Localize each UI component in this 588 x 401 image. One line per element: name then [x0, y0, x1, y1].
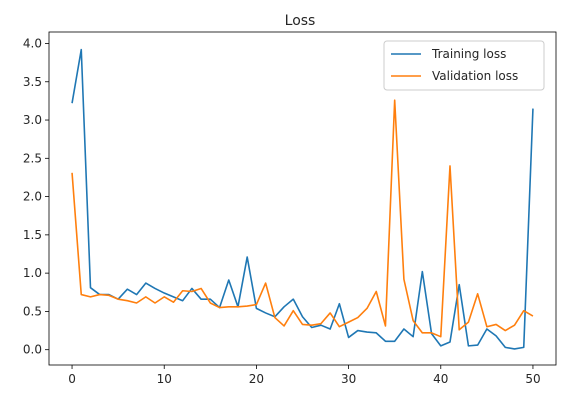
y-tick-label: 2.0: [23, 190, 42, 204]
legend-label-validation: Validation loss: [432, 69, 518, 83]
y-tick-label: 3.0: [23, 113, 42, 127]
legend: Training loss Validation loss: [383, 40, 545, 91]
x-tick-label: 40: [433, 372, 448, 386]
y-tick-label: 0.0: [23, 343, 42, 357]
y-tick-label: 4.0: [23, 36, 42, 50]
plot-area: [71, 48, 534, 350]
x-tick-label: 20: [249, 372, 264, 386]
series-line-0: [71, 48, 534, 350]
y-tick-label: 3.5: [23, 75, 42, 89]
axes-frame: [48, 31, 557, 366]
y-tick-label: 1.5: [23, 228, 42, 242]
chart-title: Loss: [285, 13, 316, 29]
y-tick-label: 1.0: [23, 266, 42, 280]
x-tick-label: 10: [157, 372, 172, 386]
legend-box: [383, 40, 545, 91]
x-tick-label: 0: [68, 372, 76, 386]
y-tick-label: 0.5: [23, 304, 42, 318]
axes: 0 10 20 30 40 50 0.0 0.5 1.0 1.5 2.0 2.5 3.0 3.5 4.0: [23, 31, 557, 386]
y-tick-label: 2.5: [23, 151, 42, 165]
x-tick-label: 30: [341, 372, 356, 386]
legend-label-training: Training loss: [431, 47, 506, 61]
series-line-1: [71, 99, 534, 338]
x-tick-label: 50: [525, 372, 540, 386]
